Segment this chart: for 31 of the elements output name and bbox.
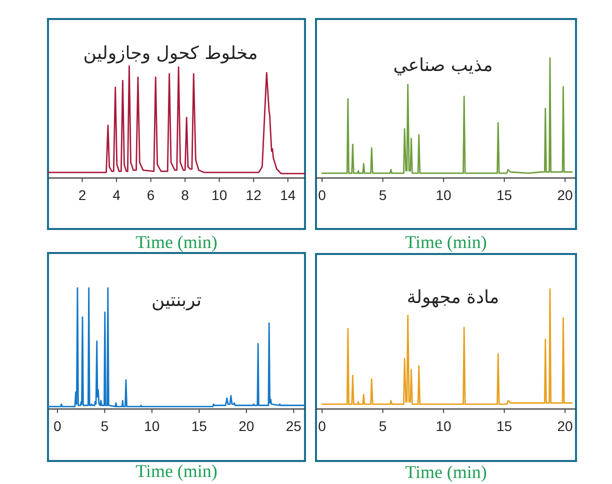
xlabel: Time (min) xyxy=(405,462,487,482)
x-tick-label: 5 xyxy=(100,418,109,434)
x-tick-label: 15 xyxy=(496,187,512,203)
x-tick-label: 15 xyxy=(496,418,512,434)
x-tick-label: 10 xyxy=(212,187,228,203)
title: مذيب صناعي xyxy=(393,55,493,76)
x-tick-label: 8 xyxy=(181,187,189,203)
x-tick-label: 10 xyxy=(144,418,160,434)
x-tick-label: 25 xyxy=(286,418,302,434)
x-tick-label: 5 xyxy=(378,418,387,434)
xlabel: Time (min) xyxy=(136,461,218,481)
x-tick-label: 15 xyxy=(191,418,207,434)
xlabel: Time (min) xyxy=(136,232,218,252)
x-tick-label: 4 xyxy=(112,187,120,203)
x-tick-label: 20 xyxy=(557,418,573,434)
x-tick-label: 2 xyxy=(78,187,86,203)
x-tick-label: 20 xyxy=(557,187,573,203)
x-tick-label: 0 xyxy=(318,187,326,203)
title: مادة مجهولة xyxy=(406,287,500,308)
x-tick-label: 10 xyxy=(436,187,452,203)
x-tick-label: 12 xyxy=(246,187,262,203)
x-tick-label: 10 xyxy=(436,418,452,434)
x-tick-label: 20 xyxy=(238,418,254,434)
xlabel: Time (min) xyxy=(405,232,487,252)
x-tick-label: 0 xyxy=(54,418,62,434)
x-tick-label: 6 xyxy=(146,187,155,203)
x-tick-label: 5 xyxy=(378,187,387,203)
x-tick-label: 14 xyxy=(280,187,296,203)
title: تربنتين xyxy=(152,290,202,311)
x-tick-label: 0 xyxy=(318,418,326,434)
title: مخلوط كحول وجازولين xyxy=(83,43,258,64)
